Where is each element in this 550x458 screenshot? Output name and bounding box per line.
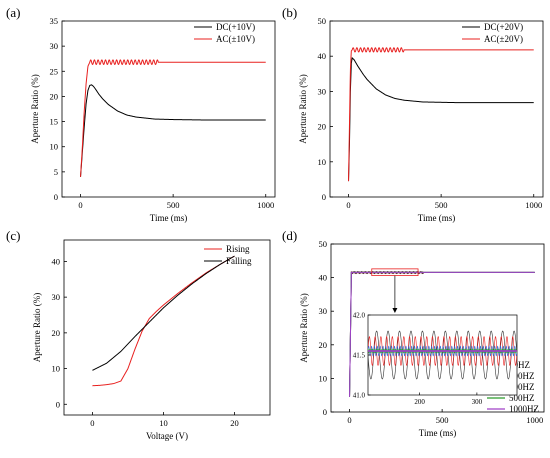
y-tick-label: 30 xyxy=(50,41,59,51)
y-tick-label: 20 xyxy=(52,328,61,338)
series-group xyxy=(80,59,266,177)
y-tick-label: 20 xyxy=(50,91,59,101)
series-line-falling xyxy=(92,255,235,371)
x-tick-label: 0 xyxy=(346,200,350,210)
inset-y-tick-label: 41.0 xyxy=(353,392,366,400)
y-tick-label: 0 xyxy=(56,399,60,409)
x-tick-label: 10 xyxy=(159,418,168,428)
panel-label: (c) xyxy=(6,228,20,243)
series-line-1000hz xyxy=(349,271,535,397)
panel-label: (d) xyxy=(282,228,297,243)
x-tick-label: 1000 xyxy=(257,200,274,210)
chart-panel-d: (d) 0 500 1000 0 10 20 30 40 50 Time (ms) Aperture … xyxy=(282,228,545,438)
panel-label: (a) xyxy=(6,5,20,20)
x-tick-label: 0 xyxy=(347,415,351,425)
legend-label: 500HZ xyxy=(509,393,535,403)
legend-label: 1000HZ xyxy=(509,404,539,414)
legend-label: 100HZ xyxy=(509,371,535,381)
legend-label: DC(+10V) xyxy=(216,22,255,32)
inset-series-1000hz xyxy=(368,350,517,352)
plot-frame xyxy=(63,239,271,416)
legend-label: Falling xyxy=(226,256,252,266)
y-tick-label: 0 xyxy=(322,192,326,202)
y-axis-label: Aperture Ratio (%) xyxy=(32,293,42,362)
y-tick-label: 25 xyxy=(50,66,59,76)
x-axis-label: Time (ms) xyxy=(150,213,187,223)
x-tick-label: 500 xyxy=(167,200,180,210)
series-group xyxy=(348,47,534,182)
x-axis-label: Time (ms) xyxy=(418,213,455,223)
legend-label: DC(+20V) xyxy=(484,22,523,32)
series-line-ac-20v- xyxy=(348,47,534,182)
chart-panel-c: (c) 0 10 20 0 10 20 30 40 Voltage (V) Aperture Rat… xyxy=(6,228,271,441)
chart-panel-a: (a) 0 500 1000 0 5 10 15 20 25 30 35 Time (ms) Apertu… xyxy=(6,5,276,223)
x-axis-label: Voltage (V) xyxy=(146,431,188,441)
y-axis-label: Aperture Ratio (%) xyxy=(298,74,308,143)
plot-frame xyxy=(329,20,544,198)
y-axis-label: Aperture Ratio (%) xyxy=(30,74,40,143)
y-tick-label: 15 xyxy=(50,117,59,127)
series-line-dc-20v- xyxy=(348,56,534,182)
legend-label: AC(±10V) xyxy=(216,34,255,44)
zoom-arrow-head xyxy=(392,308,398,313)
inset-plot: 200 300 41.0 41.5 42.0 xyxy=(353,312,518,406)
series-group xyxy=(92,255,235,387)
x-tick-label: 500 xyxy=(435,200,448,210)
y-tick-label: 10 xyxy=(52,364,61,374)
y-tick-label: 10 xyxy=(318,157,327,167)
y-tick-label: 20 xyxy=(319,340,328,350)
inset-y-tick-label: 41.5 xyxy=(353,352,366,360)
y-tick-label: 0 xyxy=(323,407,327,417)
series-line-dc-10v- xyxy=(80,84,266,177)
x-tick-label: 1000 xyxy=(525,200,542,210)
inset-series-group xyxy=(368,330,517,380)
y-axis-label: Aperture Ratio (%) xyxy=(299,293,309,362)
x-axis-label: Time (ms) xyxy=(419,428,456,438)
y-tick-label: 20 xyxy=(318,122,327,132)
y-tick-label: 5 xyxy=(54,167,58,177)
x-tick-label: 0 xyxy=(78,200,82,210)
series-line-ac-10v- xyxy=(80,59,266,177)
y-tick-label: 40 xyxy=(52,256,61,266)
legend-label: 200HZ xyxy=(509,382,535,392)
y-tick-label: 40 xyxy=(318,51,327,61)
inset-x-tick-label: 200 xyxy=(414,398,425,406)
x-tick-label: 0 xyxy=(90,418,94,428)
y-tick-label: 50 xyxy=(318,16,327,26)
plot-frame xyxy=(61,20,276,198)
x-tick-label: 500 xyxy=(436,415,449,425)
legend-label: 50HZ xyxy=(509,360,530,370)
chart-panel-b: (b) 0 500 1000 0 10 20 30 40 50 Time (ms) Aperture … xyxy=(282,5,544,223)
y-tick-label: 50 xyxy=(319,239,328,249)
inset-x-tick-label: 300 xyxy=(472,398,483,406)
y-tick-label: 0 xyxy=(54,192,58,202)
y-tick-label: 30 xyxy=(319,306,328,316)
plot-frame xyxy=(330,243,545,413)
y-tick-label: 30 xyxy=(318,86,327,96)
y-tick-label: 30 xyxy=(52,292,61,302)
series-line-rising xyxy=(92,255,235,387)
inset-y-tick-label: 42.0 xyxy=(353,312,366,320)
x-tick-label: 1000 xyxy=(526,415,543,425)
y-tick-label: 10 xyxy=(319,373,328,383)
y-tick-label: 35 xyxy=(50,16,59,26)
legend-label: AC(±20V) xyxy=(484,34,523,44)
y-tick-label: 10 xyxy=(50,142,59,152)
series-group xyxy=(349,270,535,397)
x-tick-label: 20 xyxy=(230,418,239,428)
legend-label: Rising xyxy=(226,244,250,254)
y-tick-label: 40 xyxy=(319,273,328,283)
panel-label: (b) xyxy=(282,5,297,20)
